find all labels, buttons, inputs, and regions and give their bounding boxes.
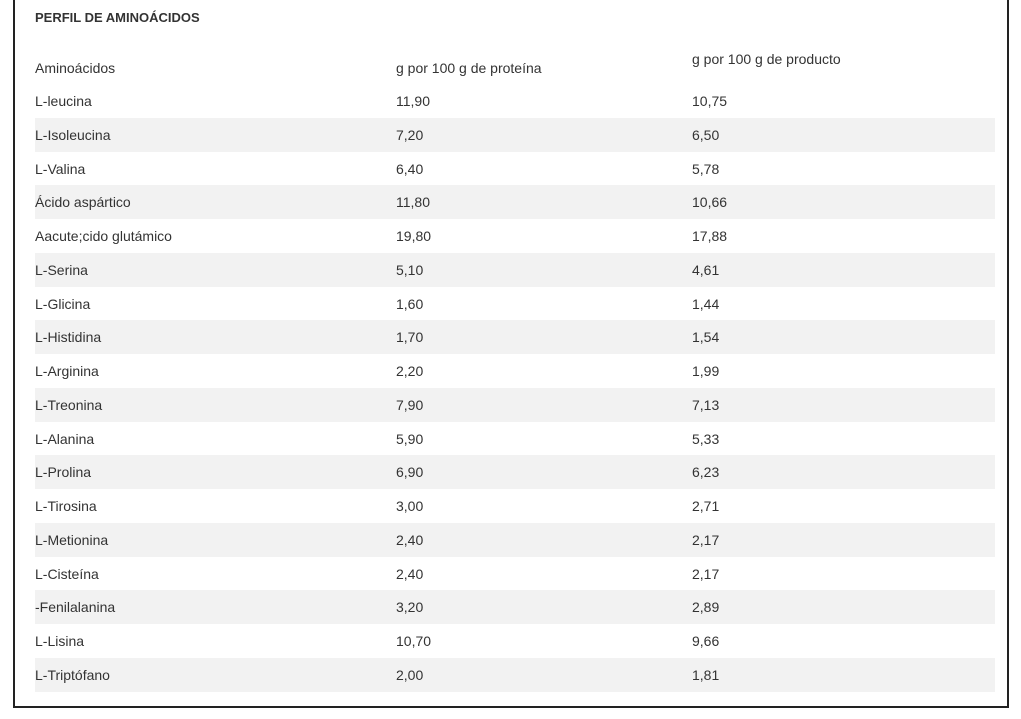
table-cell: 7,13: [692, 396, 720, 413]
table-cell: 2,17: [692, 531, 720, 548]
table-cell: 10,66: [692, 194, 728, 211]
table-cell: 1,44: [692, 295, 720, 312]
row-stripe: [35, 455, 995, 490]
table-cell: Aacute;cido glutámico: [35, 228, 172, 245]
row-stripe: [35, 185, 995, 220]
table-cell: 11,90: [396, 93, 430, 109]
table-cell: 1,54: [692, 329, 720, 346]
table-cell: L-Arginina: [35, 363, 99, 380]
table-cell: 2,40: [396, 531, 424, 548]
table-cell: L-Alanina: [35, 430, 95, 447]
panel-border: [13, 0, 1009, 708]
table-cell: 10,70: [396, 633, 432, 650]
table-cell: 5,33: [692, 430, 720, 447]
table-cell: 2,40: [396, 565, 424, 582]
table-cell: 2,89: [692, 599, 720, 616]
table-cell: L-Treonina: [35, 396, 103, 413]
table-cell: 1,99: [692, 363, 720, 380]
table-cell: 6,23: [692, 464, 720, 481]
table-cell: Ácido aspártico: [35, 194, 131, 211]
table-cell: 19,80: [396, 228, 432, 245]
table-cell: 2,00: [396, 666, 424, 683]
row-stripe: [35, 387, 995, 422]
row-stripe: [35, 320, 995, 355]
table-cell: L-Tirosina: [35, 498, 97, 515]
table-cell: 5,90: [396, 430, 424, 447]
table-cell: 2,71: [692, 498, 720, 515]
table-cell: 3,20: [396, 599, 424, 616]
table-cell: 5,78: [692, 160, 720, 177]
row-stripe: [35, 590, 995, 625]
table-cell: 17,88: [692, 228, 728, 245]
table-cell: L-leucina: [35, 93, 92, 109]
table-cell: 7,20: [396, 126, 424, 143]
table-cell: 10,75: [692, 93, 728, 109]
table-cell: 7,90: [396, 396, 424, 413]
table-cell: -Fenilalanina: [35, 599, 116, 616]
header-cell: g por 100 g de producto: [692, 51, 841, 67]
row-stripe: [35, 117, 995, 152]
table-cell: L-Prolina: [35, 464, 92, 481]
table-cell: 1,81: [692, 666, 720, 683]
header-cell: g por 100 g de proteína: [396, 60, 542, 76]
table-cell: 1,60: [396, 295, 424, 312]
table-cell: L-Isoleucina: [35, 126, 111, 143]
header-cell: Aminoácidos: [35, 60, 116, 76]
table-cell: L-Serina: [35, 261, 88, 278]
section-title: PERFIL DE AMINOÁCIDOS: [35, 10, 200, 25]
table-cell: L-Cisteína: [35, 565, 99, 582]
table-cell: 6,40: [396, 160, 424, 177]
table-cell: L-Metionina: [35, 531, 109, 548]
table-cell: L-Lisina: [35, 633, 85, 650]
table-cell: 9,66: [692, 633, 720, 650]
table-cell: 11,80: [396, 194, 430, 211]
table-cell: 6,50: [692, 126, 720, 143]
table-cell: L-Glicina: [35, 295, 91, 312]
row-stripe: [35, 522, 995, 557]
table-cell: 6,90: [396, 464, 424, 481]
table-cell: L-Histidina: [35, 329, 102, 346]
row-stripe: [35, 252, 995, 287]
table-cell: L-Triptófano: [35, 666, 110, 683]
table-cell: 2,17: [692, 565, 720, 582]
table-cell: 3,00: [396, 498, 424, 515]
table-cell: 4,61: [692, 261, 720, 278]
table-cell: 2,20: [396, 363, 424, 380]
table-cell: 5,10: [396, 261, 424, 278]
table-cell: 1,70: [396, 329, 424, 346]
table-cell: L-Valina: [35, 160, 86, 177]
row-stripe: [35, 657, 995, 692]
